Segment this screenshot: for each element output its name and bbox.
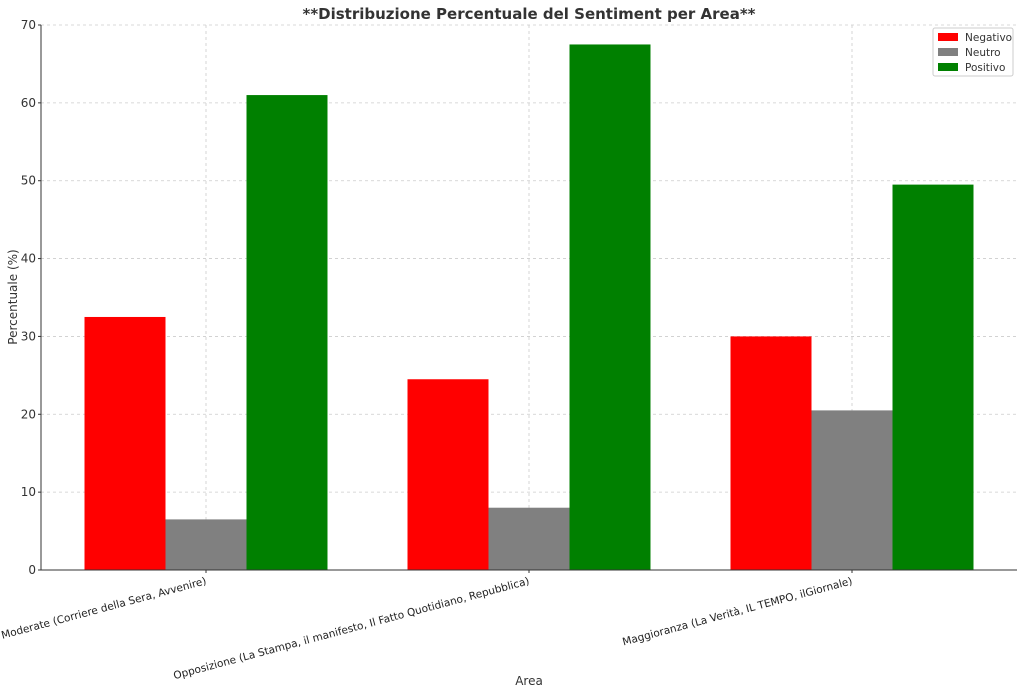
legend-swatch-neutro: [938, 48, 958, 56]
legend-label-positivo: Positivo: [965, 62, 1005, 74]
x-tick-label-2: Opposizione (La Stampa, il manifesto, Il…: [172, 575, 531, 682]
bar-positivo-2: [569, 44, 651, 570]
bar-neutro-2: [488, 507, 570, 570]
bar-neutro-1: [165, 519, 247, 570]
y-tick-label: 40: [21, 252, 36, 266]
bar-negativo-2: [407, 379, 489, 570]
legend-swatch-positivo: [938, 63, 958, 71]
y-tick-label: 20: [21, 407, 36, 421]
y-tick-label: 30: [21, 329, 36, 343]
y-tick-label: 70: [21, 18, 36, 32]
y-tick-label: 10: [21, 485, 36, 499]
y-tick-label: 50: [21, 174, 36, 188]
y-tick-label: 0: [28, 563, 36, 577]
bar-neutro-3: [811, 410, 893, 570]
x-tick-labels: Moderate (Corriere della Sera, Avvenire)…: [0, 570, 854, 682]
legend-label-negativo: Negativo: [965, 32, 1012, 44]
x-tick-label-3: Maggioranza (La Verità, IL TEMPO, ilGior…: [621, 575, 854, 648]
chart-title: **Distribuzione Percentuale del Sentimen…: [302, 5, 755, 23]
bar-negativo-1: [84, 316, 166, 570]
y-tick-label: 60: [21, 96, 36, 110]
x-tick-label-1: Moderate (Corriere della Sera, Avvenire): [0, 575, 208, 641]
legend: Negativo Neutro Positivo: [932, 27, 1014, 77]
legend-label-neutro: Neutro: [965, 47, 1001, 59]
bar-negativo-3: [730, 336, 812, 570]
bar-positivo-3: [892, 184, 974, 570]
y-axis-label: Percentuale (%): [6, 249, 20, 344]
legend-swatch-negativo: [938, 33, 958, 41]
x-axis-label: Area: [515, 674, 543, 688]
grid: [41, 24, 1017, 570]
y-tick-labels: 0 10 20 30 40 50 60 70: [21, 18, 41, 577]
bar-positivo-1: [246, 95, 328, 571]
bars: [84, 44, 974, 571]
